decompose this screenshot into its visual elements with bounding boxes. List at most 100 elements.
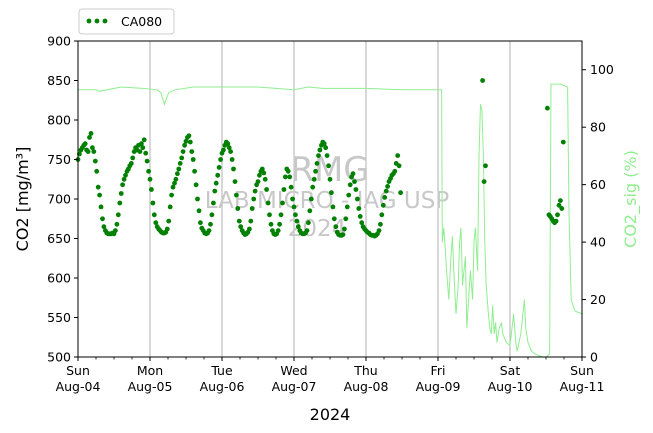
ca080-point [326, 163, 331, 169]
ca080-point [231, 166, 236, 172]
ca080-point [177, 161, 183, 166]
ca080-layer [75, 78, 566, 239]
ca080-point [193, 182, 199, 188]
x-tick-label-day: Fri [431, 363, 446, 378]
ca080-point [209, 212, 215, 218]
ca080-point [483, 163, 488, 169]
ca080-point [290, 196, 295, 202]
ca080-point [141, 137, 147, 143]
ca080-point [555, 212, 560, 218]
ca080-point [186, 133, 192, 139]
ca080-point [356, 206, 362, 211]
ca080-point [169, 192, 175, 198]
y2-axis-label: CO2_sig (%) [621, 150, 641, 248]
ca080-point [82, 141, 88, 147]
ca080-point [115, 212, 121, 218]
y2-tick-label: 20 [590, 292, 606, 307]
ca080-point [172, 180, 177, 186]
ca080-point [216, 165, 222, 170]
ca080-point [313, 168, 318, 174]
ca080-point [234, 192, 239, 198]
ca080-point [352, 179, 357, 185]
ca080-point [287, 174, 293, 180]
y2-tick-label: 60 [590, 177, 606, 192]
x-tick-label-day: Wed [280, 363, 307, 378]
ca080-point [314, 161, 320, 166]
ca080-point [187, 139, 193, 145]
ca080-point [130, 155, 136, 161]
x-tick-label-date: Aug-11 [560, 379, 605, 394]
ca080-point [283, 174, 288, 180]
ca080-point [344, 204, 350, 210]
ca080-point [252, 188, 258, 194]
ca080-point [101, 224, 107, 230]
ca080-point [310, 184, 316, 190]
ca080-point [247, 226, 252, 232]
ca080-point [385, 184, 390, 189]
ca080-point [170, 184, 176, 190]
ca080-point [280, 200, 285, 206]
ca080-point [238, 224, 244, 230]
ca080-point [307, 208, 313, 214]
ca080-point [232, 179, 238, 185]
ca080-point [288, 184, 294, 190]
ca080-point [88, 131, 94, 136]
ca080-point [398, 190, 403, 196]
ca080-point [323, 145, 329, 151]
ca080-point [118, 191, 124, 196]
co2-sig-line [78, 83, 583, 358]
ca080-point [215, 172, 221, 178]
ca080-point [396, 163, 402, 169]
ca080-point [379, 212, 385, 218]
ca080-point [225, 141, 231, 147]
ca080-point [311, 176, 317, 182]
ca080-point [259, 166, 265, 172]
ca080-point [558, 198, 563, 204]
ca080-point [226, 145, 232, 151]
ca080-point [182, 142, 188, 148]
left-axis: 500 550 600 650 700 750 800 850 900 [47, 34, 78, 365]
ca080-point [378, 221, 383, 227]
y2-tick-label: 80 [590, 120, 606, 135]
ca080-point [123, 172, 128, 178]
x-tick-label-date: Aug-07 [272, 379, 317, 394]
ca080-point [267, 212, 272, 218]
ca080-point [285, 168, 291, 174]
ca080-point [85, 149, 91, 155]
ca080-point [208, 221, 213, 227]
x-tick-label-date: Aug-06 [200, 379, 245, 394]
ca080-point [382, 195, 388, 200]
ca080-point [167, 204, 173, 210]
ca080-point [113, 228, 118, 234]
y-tick-label: 800 [47, 113, 71, 128]
co2-sig-layer [78, 83, 583, 358]
ca080-point [97, 192, 102, 198]
ca080-point [347, 182, 353, 188]
ca080-point [117, 200, 123, 206]
y-tick-label: 850 [47, 73, 71, 88]
ca080-point [291, 204, 297, 210]
ca080-point [179, 155, 185, 161]
ca080-point [195, 196, 200, 202]
ca080-point [317, 147, 323, 153]
ca080-point [359, 220, 365, 226]
y2-tick-label: 0 [590, 350, 598, 365]
y2-tick-label: 100 [590, 62, 614, 77]
ca080-point [190, 157, 196, 162]
ca080-point [236, 218, 242, 224]
ca080-point [212, 188, 218, 194]
ca080-point [95, 184, 101, 190]
ca080-point [275, 228, 281, 234]
ca080-point [324, 153, 330, 159]
x-tick-label-date: Aug-05 [128, 379, 173, 394]
legend-marker-dot [94, 18, 100, 24]
ca080-point [139, 141, 144, 147]
ca080-point [553, 218, 559, 224]
x-tick-label-day: Sat [500, 363, 521, 378]
ca080-point [327, 176, 333, 182]
ca080-point [294, 218, 300, 224]
ca080-point [218, 157, 224, 162]
ca080-point [128, 161, 134, 166]
ca080-point [380, 202, 386, 208]
